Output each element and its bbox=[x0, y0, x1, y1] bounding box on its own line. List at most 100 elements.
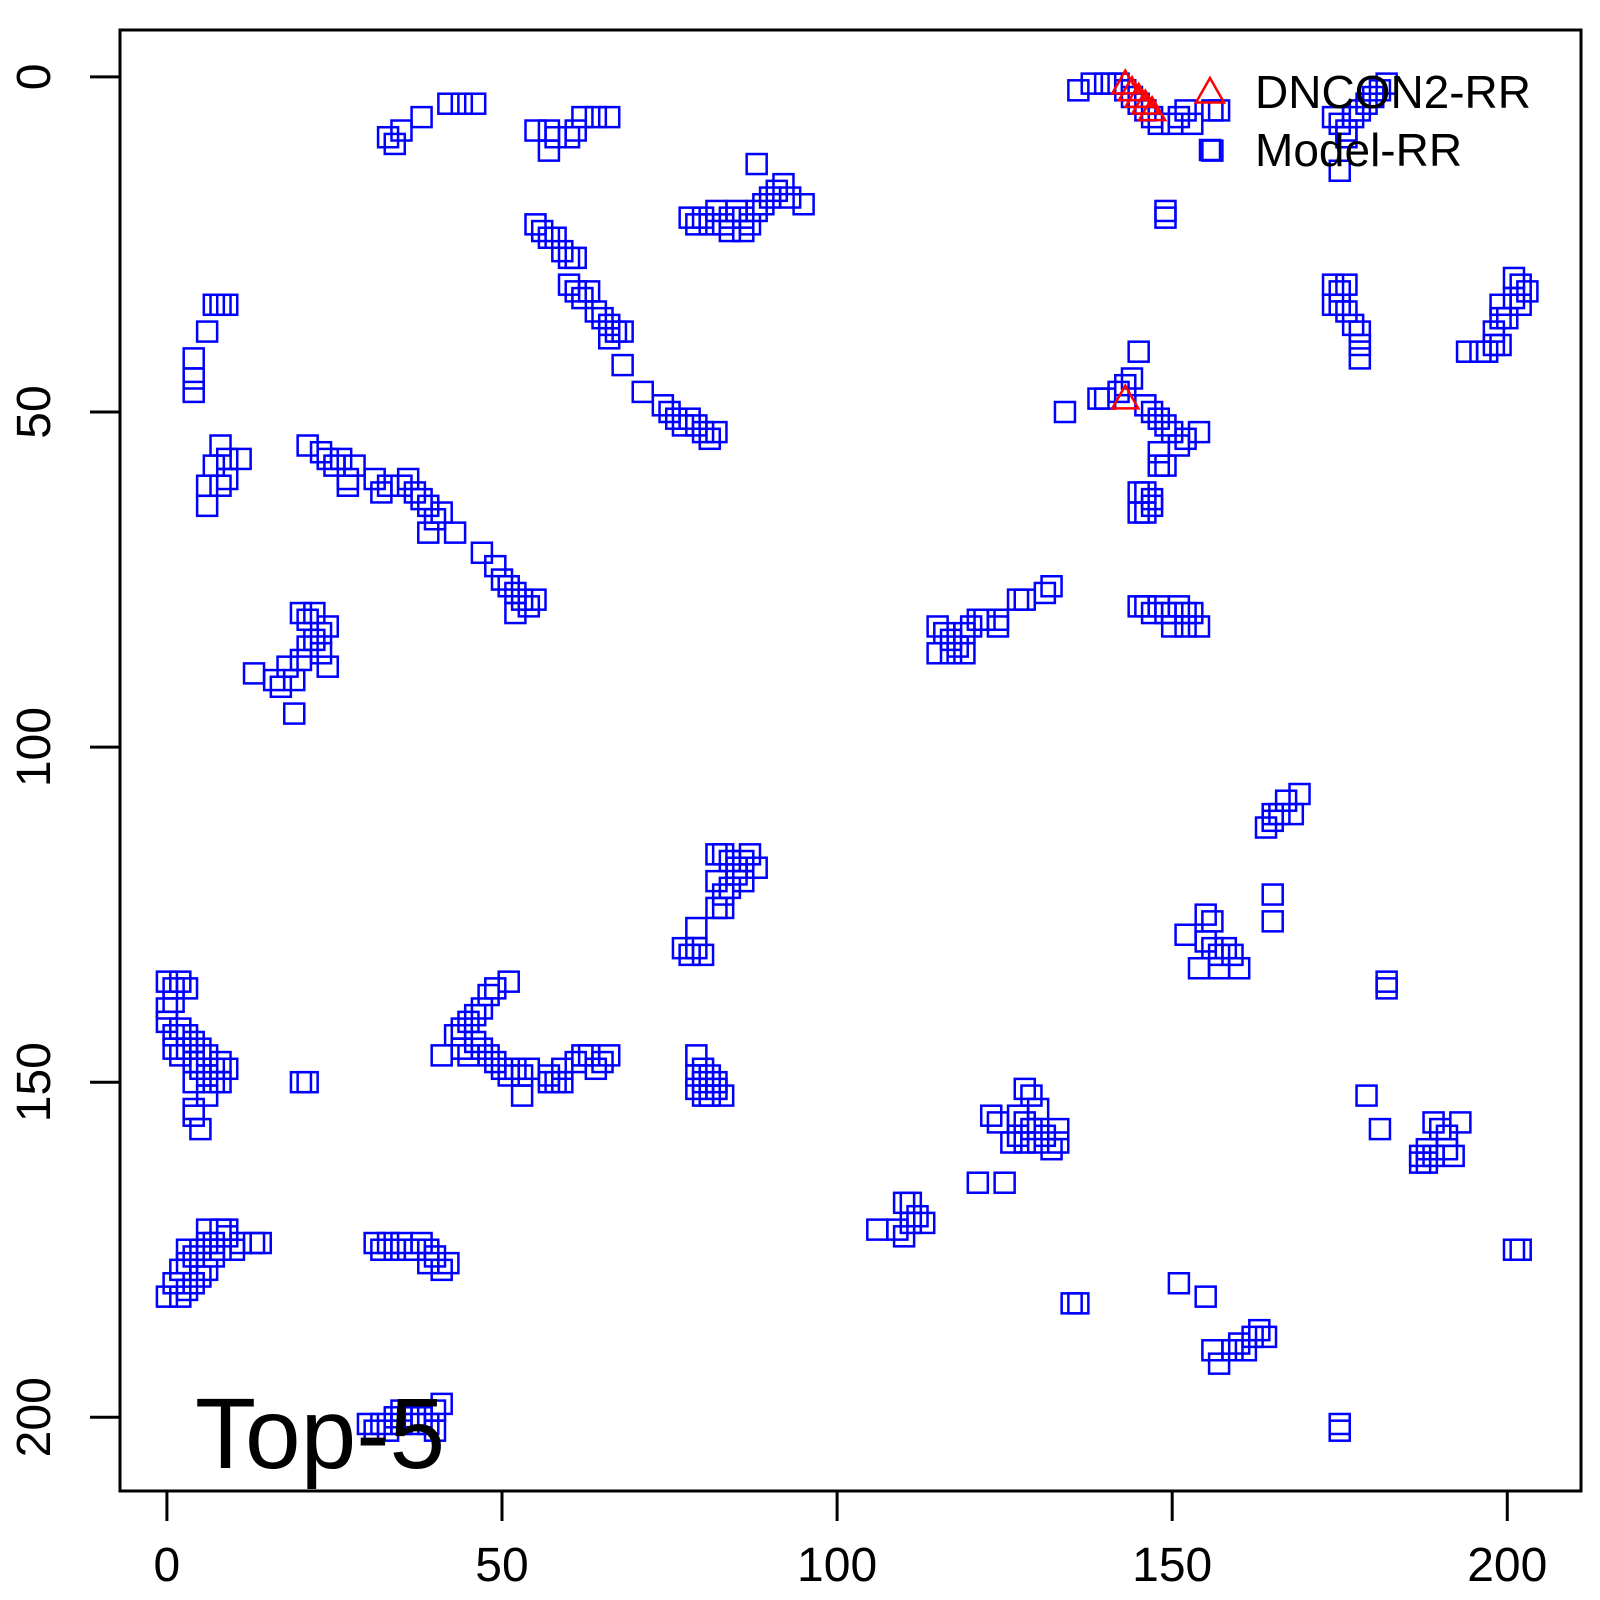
model-rr-point bbox=[189, 1117, 212, 1141]
model-rr-point bbox=[162, 990, 185, 1014]
model-rr-point bbox=[189, 1037, 212, 1060]
model-rr-point bbox=[195, 494, 219, 518]
model-rr-point bbox=[215, 467, 239, 491]
model-rr-point bbox=[725, 856, 748, 879]
model-rr-point bbox=[1006, 588, 1030, 611]
model-rr-point bbox=[711, 213, 735, 236]
model-rr-point bbox=[195, 320, 219, 343]
model-rr-point bbox=[671, 936, 695, 960]
model-rr-point bbox=[711, 896, 735, 920]
model-rr-point bbox=[450, 92, 474, 115]
model-rr-point bbox=[417, 1251, 440, 1275]
model-rr-point bbox=[745, 199, 768, 223]
model-rr-point bbox=[591, 1050, 614, 1074]
model-rr-point bbox=[1167, 1271, 1191, 1295]
model-rr-point bbox=[396, 1238, 420, 1261]
model-rr-point bbox=[1207, 1352, 1231, 1375]
model-rr-point bbox=[463, 92, 487, 115]
model-rr-point bbox=[162, 977, 185, 1000]
model-rr-point bbox=[229, 1231, 252, 1255]
model-rr-point bbox=[1516, 280, 1539, 303]
model-rr-point bbox=[182, 1104, 205, 1127]
model-rr-point bbox=[309, 621, 333, 645]
model-rr-point bbox=[175, 1251, 199, 1275]
model-rr-point bbox=[1207, 99, 1231, 122]
model-rr-point bbox=[1154, 601, 1177, 625]
model-rr-point bbox=[1422, 1111, 1445, 1134]
model-rr-point bbox=[1341, 313, 1365, 337]
model-rr-point bbox=[517, 595, 541, 618]
model-rr-point bbox=[1067, 1292, 1090, 1315]
model-rr-point bbox=[1375, 977, 1398, 1000]
model-rr-point bbox=[1489, 306, 1512, 330]
model-rr-point bbox=[738, 843, 762, 866]
model-rr-point bbox=[537, 119, 561, 142]
model-rr-point bbox=[209, 1238, 232, 1261]
model-rr-point bbox=[195, 1064, 219, 1087]
model-rr-point bbox=[202, 293, 226, 317]
model-rr-point bbox=[1335, 125, 1358, 149]
model-rr-point bbox=[564, 119, 587, 142]
model-rr-point bbox=[504, 601, 527, 625]
model-rr-point bbox=[484, 554, 507, 578]
model-rr-point bbox=[1348, 347, 1372, 370]
model-rr-point bbox=[1234, 1339, 1258, 1362]
model-rr-point bbox=[423, 507, 447, 531]
model-rr-point bbox=[1248, 1318, 1271, 1342]
model-rr-point bbox=[718, 849, 742, 873]
model-rr-point bbox=[671, 414, 695, 437]
model-rr-point bbox=[182, 380, 205, 404]
model-rr-point bbox=[1502, 1238, 1526, 1261]
model-rr-point bbox=[417, 494, 440, 518]
model-rr-point bbox=[1067, 79, 1090, 102]
model-rr-point bbox=[866, 1218, 889, 1241]
model-rr-point bbox=[209, 293, 232, 317]
model-rr-point bbox=[705, 869, 728, 893]
model-rr-point bbox=[1335, 273, 1358, 296]
model-rr-point bbox=[155, 970, 179, 993]
dncon2-rr-point bbox=[1136, 94, 1168, 122]
model-rr-point bbox=[182, 1030, 205, 1054]
model-rr-point bbox=[1502, 286, 1526, 310]
model-rr-point bbox=[1207, 957, 1231, 980]
model-rr-point bbox=[577, 280, 601, 303]
model-rr-point bbox=[1187, 615, 1211, 638]
model-rr-point bbox=[1415, 1151, 1439, 1174]
model-rr-point bbox=[1194, 903, 1217, 926]
model-rr-point bbox=[396, 467, 420, 491]
model-rr-point bbox=[1040, 575, 1063, 598]
model-rr-point bbox=[1348, 333, 1372, 357]
model-rr-point bbox=[1134, 481, 1157, 504]
dncon2-rr-point bbox=[1130, 88, 1161, 115]
model-rr-point bbox=[564, 1050, 587, 1074]
model-rr-point bbox=[182, 367, 205, 390]
model-rr-point bbox=[1047, 1131, 1070, 1154]
data-points bbox=[155, 68, 1539, 1442]
model-rr-point bbox=[162, 1037, 185, 1060]
model-rr-point bbox=[376, 1419, 400, 1442]
model-rr-point bbox=[202, 454, 226, 477]
model-rr-point bbox=[296, 434, 319, 457]
model-rr-point bbox=[738, 213, 762, 236]
model-rr-point bbox=[1140, 487, 1164, 511]
model-rr-point bbox=[691, 943, 715, 967]
model-rr-point bbox=[685, 1044, 708, 1067]
model-rr-point bbox=[477, 983, 500, 1007]
model-rr-point bbox=[691, 1070, 715, 1094]
model-rr-point bbox=[732, 219, 755, 243]
model-rr-point bbox=[363, 1419, 386, 1442]
model-rr-point bbox=[169, 1017, 192, 1040]
model-rr-point bbox=[1496, 306, 1519, 330]
model-rr-point bbox=[182, 1271, 205, 1295]
model-rr-point bbox=[1147, 595, 1171, 618]
model-rr-point bbox=[953, 642, 976, 665]
model-rr-point bbox=[758, 186, 782, 209]
legend-label: Model-RR bbox=[1255, 124, 1462, 176]
model-rr-point bbox=[1087, 387, 1110, 410]
model-rr-point bbox=[376, 1231, 400, 1255]
model-rr-point bbox=[1207, 943, 1231, 967]
model-rr-point bbox=[497, 1064, 520, 1087]
model-rr-point bbox=[175, 1238, 199, 1261]
model-rr-point bbox=[189, 1265, 212, 1288]
model-rr-point bbox=[711, 843, 735, 866]
